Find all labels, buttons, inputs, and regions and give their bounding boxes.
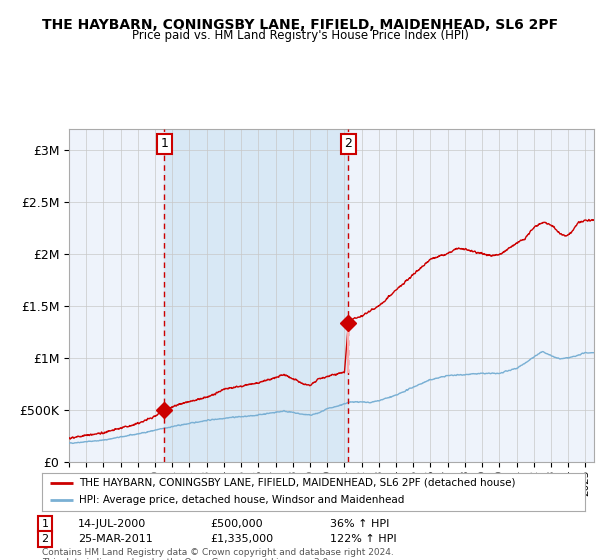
Text: HPI: Average price, detached house, Windsor and Maidenhead: HPI: Average price, detached house, Wind… [79,495,404,505]
Text: £1,335,000: £1,335,000 [210,534,273,544]
Text: 2: 2 [344,137,352,150]
Text: 2: 2 [41,534,49,544]
Text: 122% ↑ HPI: 122% ↑ HPI [330,534,397,544]
Text: 36% ↑ HPI: 36% ↑ HPI [330,519,389,529]
Text: 14-JUL-2000: 14-JUL-2000 [78,519,146,529]
Text: 1: 1 [41,519,49,529]
Text: Price paid vs. HM Land Registry's House Price Index (HPI): Price paid vs. HM Land Registry's House … [131,29,469,42]
Text: £500,000: £500,000 [210,519,263,529]
Text: THE HAYBARN, CONINGSBY LANE, FIFIELD, MAIDENHEAD, SL6 2PF: THE HAYBARN, CONINGSBY LANE, FIFIELD, MA… [42,18,558,32]
Text: 25-MAR-2011: 25-MAR-2011 [78,534,153,544]
Text: Contains HM Land Registry data © Crown copyright and database right 2024.
This d: Contains HM Land Registry data © Crown c… [42,548,394,560]
Text: 1: 1 [160,137,168,150]
Bar [164,129,349,462]
Text: THE HAYBARN, CONINGSBY LANE, FIFIELD, MAIDENHEAD, SL6 2PF (detached house): THE HAYBARN, CONINGSBY LANE, FIFIELD, MA… [79,478,515,488]
